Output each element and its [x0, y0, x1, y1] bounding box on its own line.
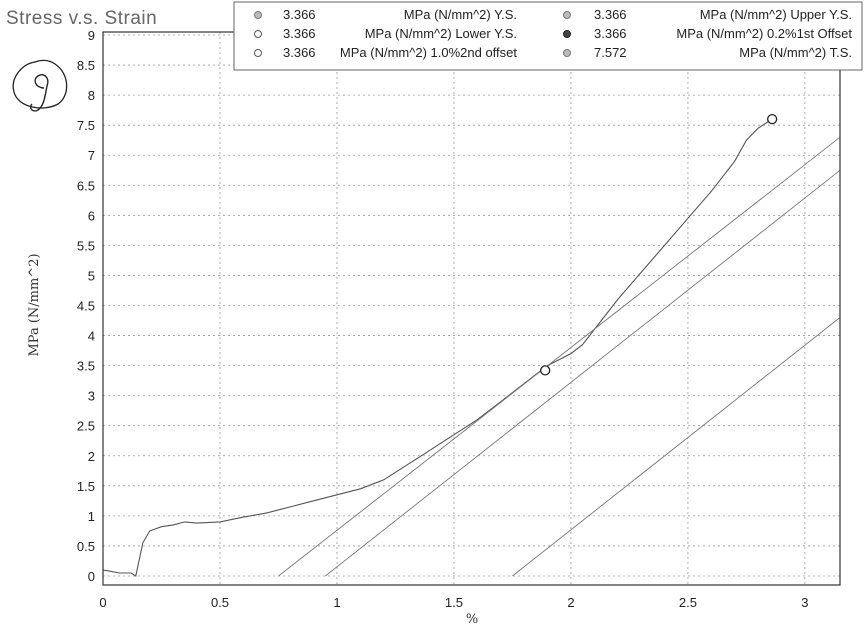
y-tick-label: 3.5 [77, 359, 95, 374]
legend-label: MPa (N/mm^2) 0.2%1st Offset [676, 26, 852, 41]
legend-marker-icon [563, 11, 571, 19]
handwritten-annotation [12, 59, 68, 112]
legend-value: 3.366 [283, 45, 316, 60]
y-tick-label: 3 [88, 389, 95, 404]
offset-line-1 [278, 136, 841, 577]
stress-strain-curve [102, 118, 773, 577]
y-tick-label: 0 [88, 569, 95, 584]
data-marker [540, 365, 551, 376]
legend-label: MPa (N/mm^2) 1.0%2nd offset [340, 45, 517, 60]
x-tick-label: 1.5 [445, 595, 463, 610]
legend-value: 3.366 [594, 7, 627, 22]
grid [102, 32, 840, 585]
y-tick-label: 2.5 [77, 419, 95, 434]
plot-frame [102, 31, 841, 586]
legend-box [233, 1, 863, 71]
legend-value: 7.572 [594, 45, 627, 60]
y-tick-label: 4 [88, 329, 95, 344]
data-marker [766, 114, 778, 125]
plot-area [102, 114, 841, 577]
y-tick-label: 7 [88, 148, 95, 163]
chart-title: Stress v.s. Strain [6, 8, 157, 29]
x-tick-label: 2 [567, 595, 574, 610]
x-axis-label: % [466, 612, 478, 627]
legend-marker-icon [254, 11, 262, 19]
y-tick-label: 5.5 [77, 238, 95, 253]
x-tick-label: 3 [801, 595, 808, 610]
y-tick-label: 5 [88, 268, 95, 283]
y-tick-label: 6.5 [77, 178, 95, 193]
y-tick-label: 0.5 [77, 539, 95, 554]
legend-label: MPa (N/mm^2) T.S. [739, 45, 852, 60]
y-tick-label: 1 [88, 509, 95, 524]
x-axis: 0 0.5 1 1.5 2 2.5 3 [99, 595, 808, 610]
legend-marker-icon [563, 49, 571, 57]
y-tick-label: 9 [88, 28, 95, 43]
x-tick-label: 0 [99, 595, 106, 610]
x-tick-label: 2.5 [679, 595, 697, 610]
legend-label: MPa (N/mm^2) Lower Y.S. [365, 26, 517, 41]
y-tick-label: 8 [88, 88, 95, 103]
legend-value: 3.366 [283, 7, 316, 22]
x-tick-label: 0.5 [211, 595, 229, 610]
legend-marker-icon [563, 30, 571, 38]
legend-marker-icon [254, 49, 262, 57]
y-tick-label: 4.5 [77, 298, 95, 313]
legend-value: 3.366 [594, 26, 627, 41]
legend-value: 3.366 [283, 26, 316, 41]
y-axis-label: MPa (N/mm^2) [27, 253, 42, 356]
y-tick-label: 7.5 [77, 118, 95, 133]
y-tick-label: 2 [88, 449, 95, 464]
y-tick-label: 8.5 [77, 58, 95, 73]
legend-label: MPa (N/mm^2) Upper Y.S. [700, 7, 852, 22]
y-tick-label: 6 [88, 208, 95, 223]
y-axis: 0 0.5 1 1.5 2 2.5 3 3.5 4 4.5 5 5.5 6 6.5 7 7.5 8 8.5 9 [77, 28, 95, 584]
legend: 3.366 MPa (N/mm^2) Y.S. 3.366 MPa (N/mm^2) … [233, 1, 863, 71]
x-tick-label: 1 [333, 595, 340, 610]
offset-line-2 [325, 169, 841, 577]
legend-label: MPa (N/mm^2) Y.S. [404, 7, 517, 22]
offset-line-3 [512, 317, 841, 577]
y-tick-label: 1.5 [77, 479, 95, 494]
legend-marker-icon [254, 30, 262, 38]
